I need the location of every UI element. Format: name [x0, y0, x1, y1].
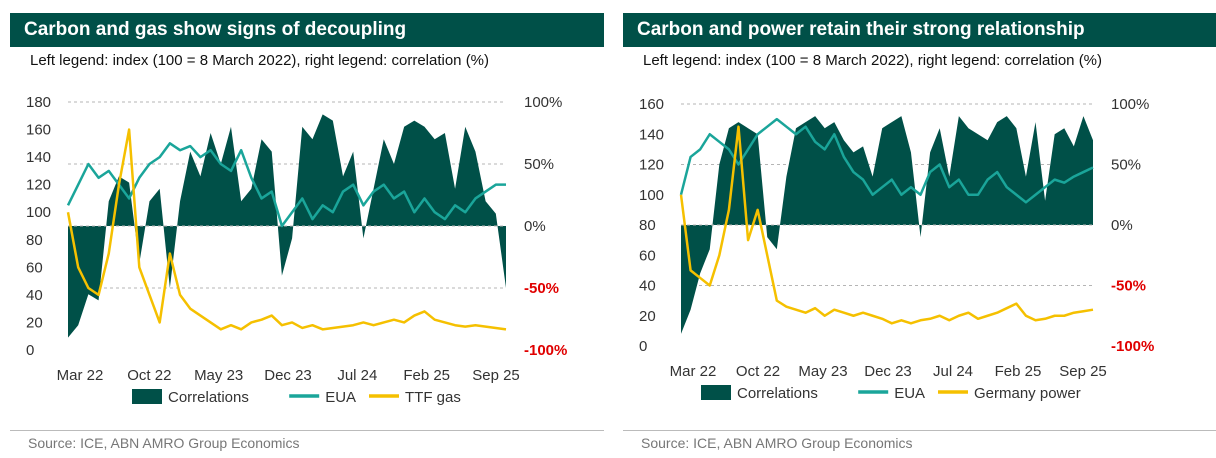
y-left-tick-label: 140 [26, 149, 51, 166]
y-right-tick-label: 50% [1111, 157, 1141, 174]
x-tick-label: Mar 22 [57, 367, 104, 384]
left-source-divider [10, 430, 604, 431]
y-left-tick-label: 180 [26, 94, 51, 111]
legend-swatch-correlations [132, 389, 162, 404]
y-left-tick-label: 60 [26, 259, 43, 276]
y-left-tick-label: 100 [639, 187, 664, 204]
x-tick-label: Sep 25 [1059, 363, 1107, 380]
y-right-tick-label: 100% [1111, 96, 1149, 113]
right-chart-subtitle: Left legend: index (100 = 8 March 2022),… [643, 52, 1103, 69]
eua-line [66, 142, 506, 228]
legend-label: EUA [325, 389, 356, 406]
y-right-tick-label: 50% [524, 156, 554, 173]
y-right-tick-label: -50% [1111, 278, 1146, 295]
x-tick-label: Oct 22 [127, 367, 171, 384]
right-chart-title: Carbon and power retain their strong rel… [623, 13, 1216, 47]
y-left-tick-label: 20 [639, 308, 656, 325]
right-chart-plot: 0 20 40 60 80 100 120 140 160 100% 50% 0% -50% -100% M… [639, 96, 1154, 402]
y-left-tick-label: 120 [26, 177, 51, 194]
y-left-tick-label: 100 [26, 204, 51, 221]
eua-line [679, 117, 1094, 204]
left-chart-subtitle: Left legend: index (100 = 8 March 2022),… [30, 52, 490, 69]
legend-label: TTF gas [405, 389, 461, 406]
y-left-tick-label: 80 [639, 217, 656, 234]
y-right-tick-label: -100% [1111, 338, 1154, 355]
y-right-tick-label: 100% [524, 94, 562, 111]
legend-label: Correlations [737, 385, 818, 402]
legend-label: Germany power [974, 385, 1081, 402]
y-left-tick-label: 140 [639, 126, 664, 143]
right-source-note: Source: ICE, ABN AMRO Group Economics [641, 435, 913, 451]
x-tick-label: May 23 [194, 367, 243, 384]
y-left-tick-label: 40 [26, 287, 43, 304]
left-chart-title: Carbon and gas show signs of decoupling [10, 13, 604, 47]
x-tick-label: Jul 24 [933, 363, 973, 380]
x-tick-label: Oct 22 [736, 363, 780, 380]
y-left-tick-label: 0 [639, 338, 647, 355]
y-left-tick-label: 20 [26, 314, 43, 331]
left-chart-panel: Carbon and gas show signs of decoupling … [10, 0, 610, 458]
x-tick-label: Dec 23 [264, 367, 312, 384]
right-source-divider [623, 430, 1216, 431]
right-chart-panel: Carbon and power retain their strong rel… [623, 0, 1216, 458]
y-right-tick-label: 0% [1111, 217, 1133, 234]
left-source-note: Source: ICE, ABN AMRO Group Economics [28, 435, 300, 451]
x-tick-label: Sep 25 [472, 367, 520, 384]
legend-swatch-correlations [701, 385, 731, 400]
legend-label: Correlations [168, 389, 249, 406]
x-tick-label: Jul 24 [337, 367, 377, 384]
y-left-tick-label: 80 [26, 232, 43, 249]
x-tick-label: Feb 25 [403, 367, 450, 384]
legend-label: EUA [894, 385, 925, 402]
y-left-tick-label: 60 [639, 247, 656, 264]
x-tick-label: Dec 23 [864, 363, 912, 380]
y-right-tick-label: -50% [524, 280, 559, 297]
left-chart-plot: 0 20 40 60 80 100 120 140 160 180 100% 50% 0% -50% -10… [26, 94, 567, 406]
x-tick-label: Mar 22 [670, 363, 717, 380]
y-right-tick-label: 0% [524, 218, 546, 235]
y-right-tick-label: -100% [524, 342, 567, 359]
x-tick-label: May 23 [798, 363, 847, 380]
secondary-line [66, 128, 507, 331]
y-left-tick-label: 0 [26, 342, 34, 359]
y-left-tick-label: 120 [639, 157, 664, 174]
y-left-tick-label: 160 [26, 122, 51, 139]
y-left-tick-label: 40 [639, 278, 656, 295]
secondary-line [679, 125, 1094, 325]
y-left-tick-label: 160 [639, 96, 664, 113]
x-tick-label: Feb 25 [995, 363, 1042, 380]
